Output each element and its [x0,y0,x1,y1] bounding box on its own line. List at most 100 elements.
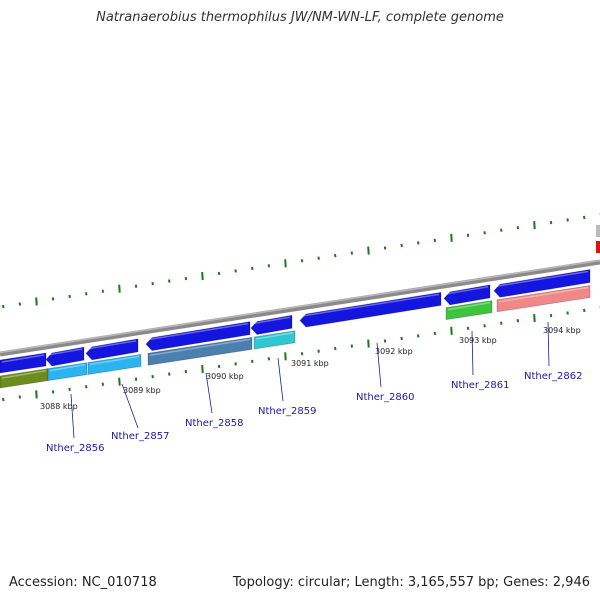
tick-mark [134,284,138,288]
tick-mark [500,321,503,325]
tick-mark [134,377,138,381]
gene-label[interactable]: Nther_2859 [258,406,316,417]
tick-mark [35,297,38,306]
tick-mark [284,352,287,361]
tick-mark [168,372,171,376]
tick-mark [583,308,586,313]
gene-arrow [85,338,139,361]
tick-mark [18,395,22,399]
gene-highlight [495,270,589,288]
tick-mark [549,313,553,318]
tick-mark [533,314,536,323]
gene-arrow [445,300,493,321]
gene-arrow [250,314,293,335]
kbp-label: 3093 kbp [459,336,497,345]
tick-mark [433,238,437,243]
kbp-label: 3094 kbp [543,326,581,335]
tick-mark [184,276,188,281]
tick-mark [516,318,520,323]
gene-arrow [0,352,47,374]
gene-highlight [87,340,137,350]
gene-arrow [145,321,251,352]
gene-arrow [87,353,142,375]
gene-label[interactable]: Nther_2860 [356,392,414,403]
tick-mark [300,259,304,263]
gene-highlight [255,332,294,340]
tick-mark [35,390,38,399]
gene-arrow [47,362,88,382]
tick-mark [334,346,337,351]
outer-tick-track [2,213,600,309]
tick-mark [151,281,154,286]
leader-line [121,383,139,429]
map-title: Natranaerobius thermophilus JW/NM-WN-LF,… [96,10,504,25]
gene-label[interactable]: Nther_2861 [451,380,509,391]
tick-mark [201,364,204,374]
label-leaders [70,321,550,439]
tick-mark [201,271,204,281]
tick-mark [51,390,55,394]
tick-mark [466,326,470,330]
gene-arrow [253,330,296,350]
tick-mark [217,271,221,276]
kbp-label: 3088 kbp [40,402,78,411]
tick-mark [367,339,370,348]
tick-mark [251,359,254,364]
tick-mark [450,326,453,335]
tick-mark [300,352,304,356]
tick-mark [383,339,387,343]
gene-track-upper [0,225,600,374]
leader-line [205,372,213,414]
tick-mark [317,256,320,260]
tick-mark [217,364,221,369]
tick-mark [118,377,121,386]
tick-mark [516,225,520,230]
tick-mark [184,369,188,374]
kbp-label: 3090 kbp [206,372,244,381]
tick-mark [168,279,171,283]
gene-highlight [252,316,291,325]
tick-mark [466,233,470,237]
gene-arrow [45,346,85,367]
gene-highlight [301,293,440,317]
gene-arrow [496,285,591,313]
gene-highlight [47,348,83,356]
tick-mark [18,302,22,306]
gene-highlight [89,355,140,366]
gene-label[interactable]: Nther_2858 [185,418,243,429]
gene-highlight [498,286,589,303]
tick-mark [400,336,403,341]
gene-arrow [147,336,253,366]
tick-mark [267,357,271,361]
gene-highlight [49,363,86,372]
tick-mark [367,246,370,255]
leader-line [471,330,474,376]
tick-mark [267,264,271,268]
tick-mark [417,241,420,245]
tick-mark [566,218,569,222]
inner-tick-track [2,306,600,402]
gene-label[interactable]: Nther_2862 [524,371,582,382]
tick-mark [101,382,105,386]
kbp-label: 3089 kbp [123,386,161,395]
edge-feature-red [596,241,600,253]
tick-mark [51,297,55,301]
tick-mark [317,349,320,353]
tick-mark [450,233,453,242]
tick-mark [68,294,71,299]
gene-label[interactable]: Nther_2857 [111,431,169,442]
tick-mark [85,385,88,389]
tick-mark [334,253,337,258]
leader-line [376,342,382,388]
gene-highlight [447,301,491,311]
tick-mark [68,387,71,392]
gene-highlight [1,354,45,363]
tick-mark [350,344,354,348]
leader-line [70,393,75,439]
gene-highlight [445,286,489,295]
leader-line [547,321,550,367]
gene-label[interactable]: Nther_2856 [46,443,104,454]
gene-arrow [0,368,49,389]
tick-mark [234,269,237,273]
